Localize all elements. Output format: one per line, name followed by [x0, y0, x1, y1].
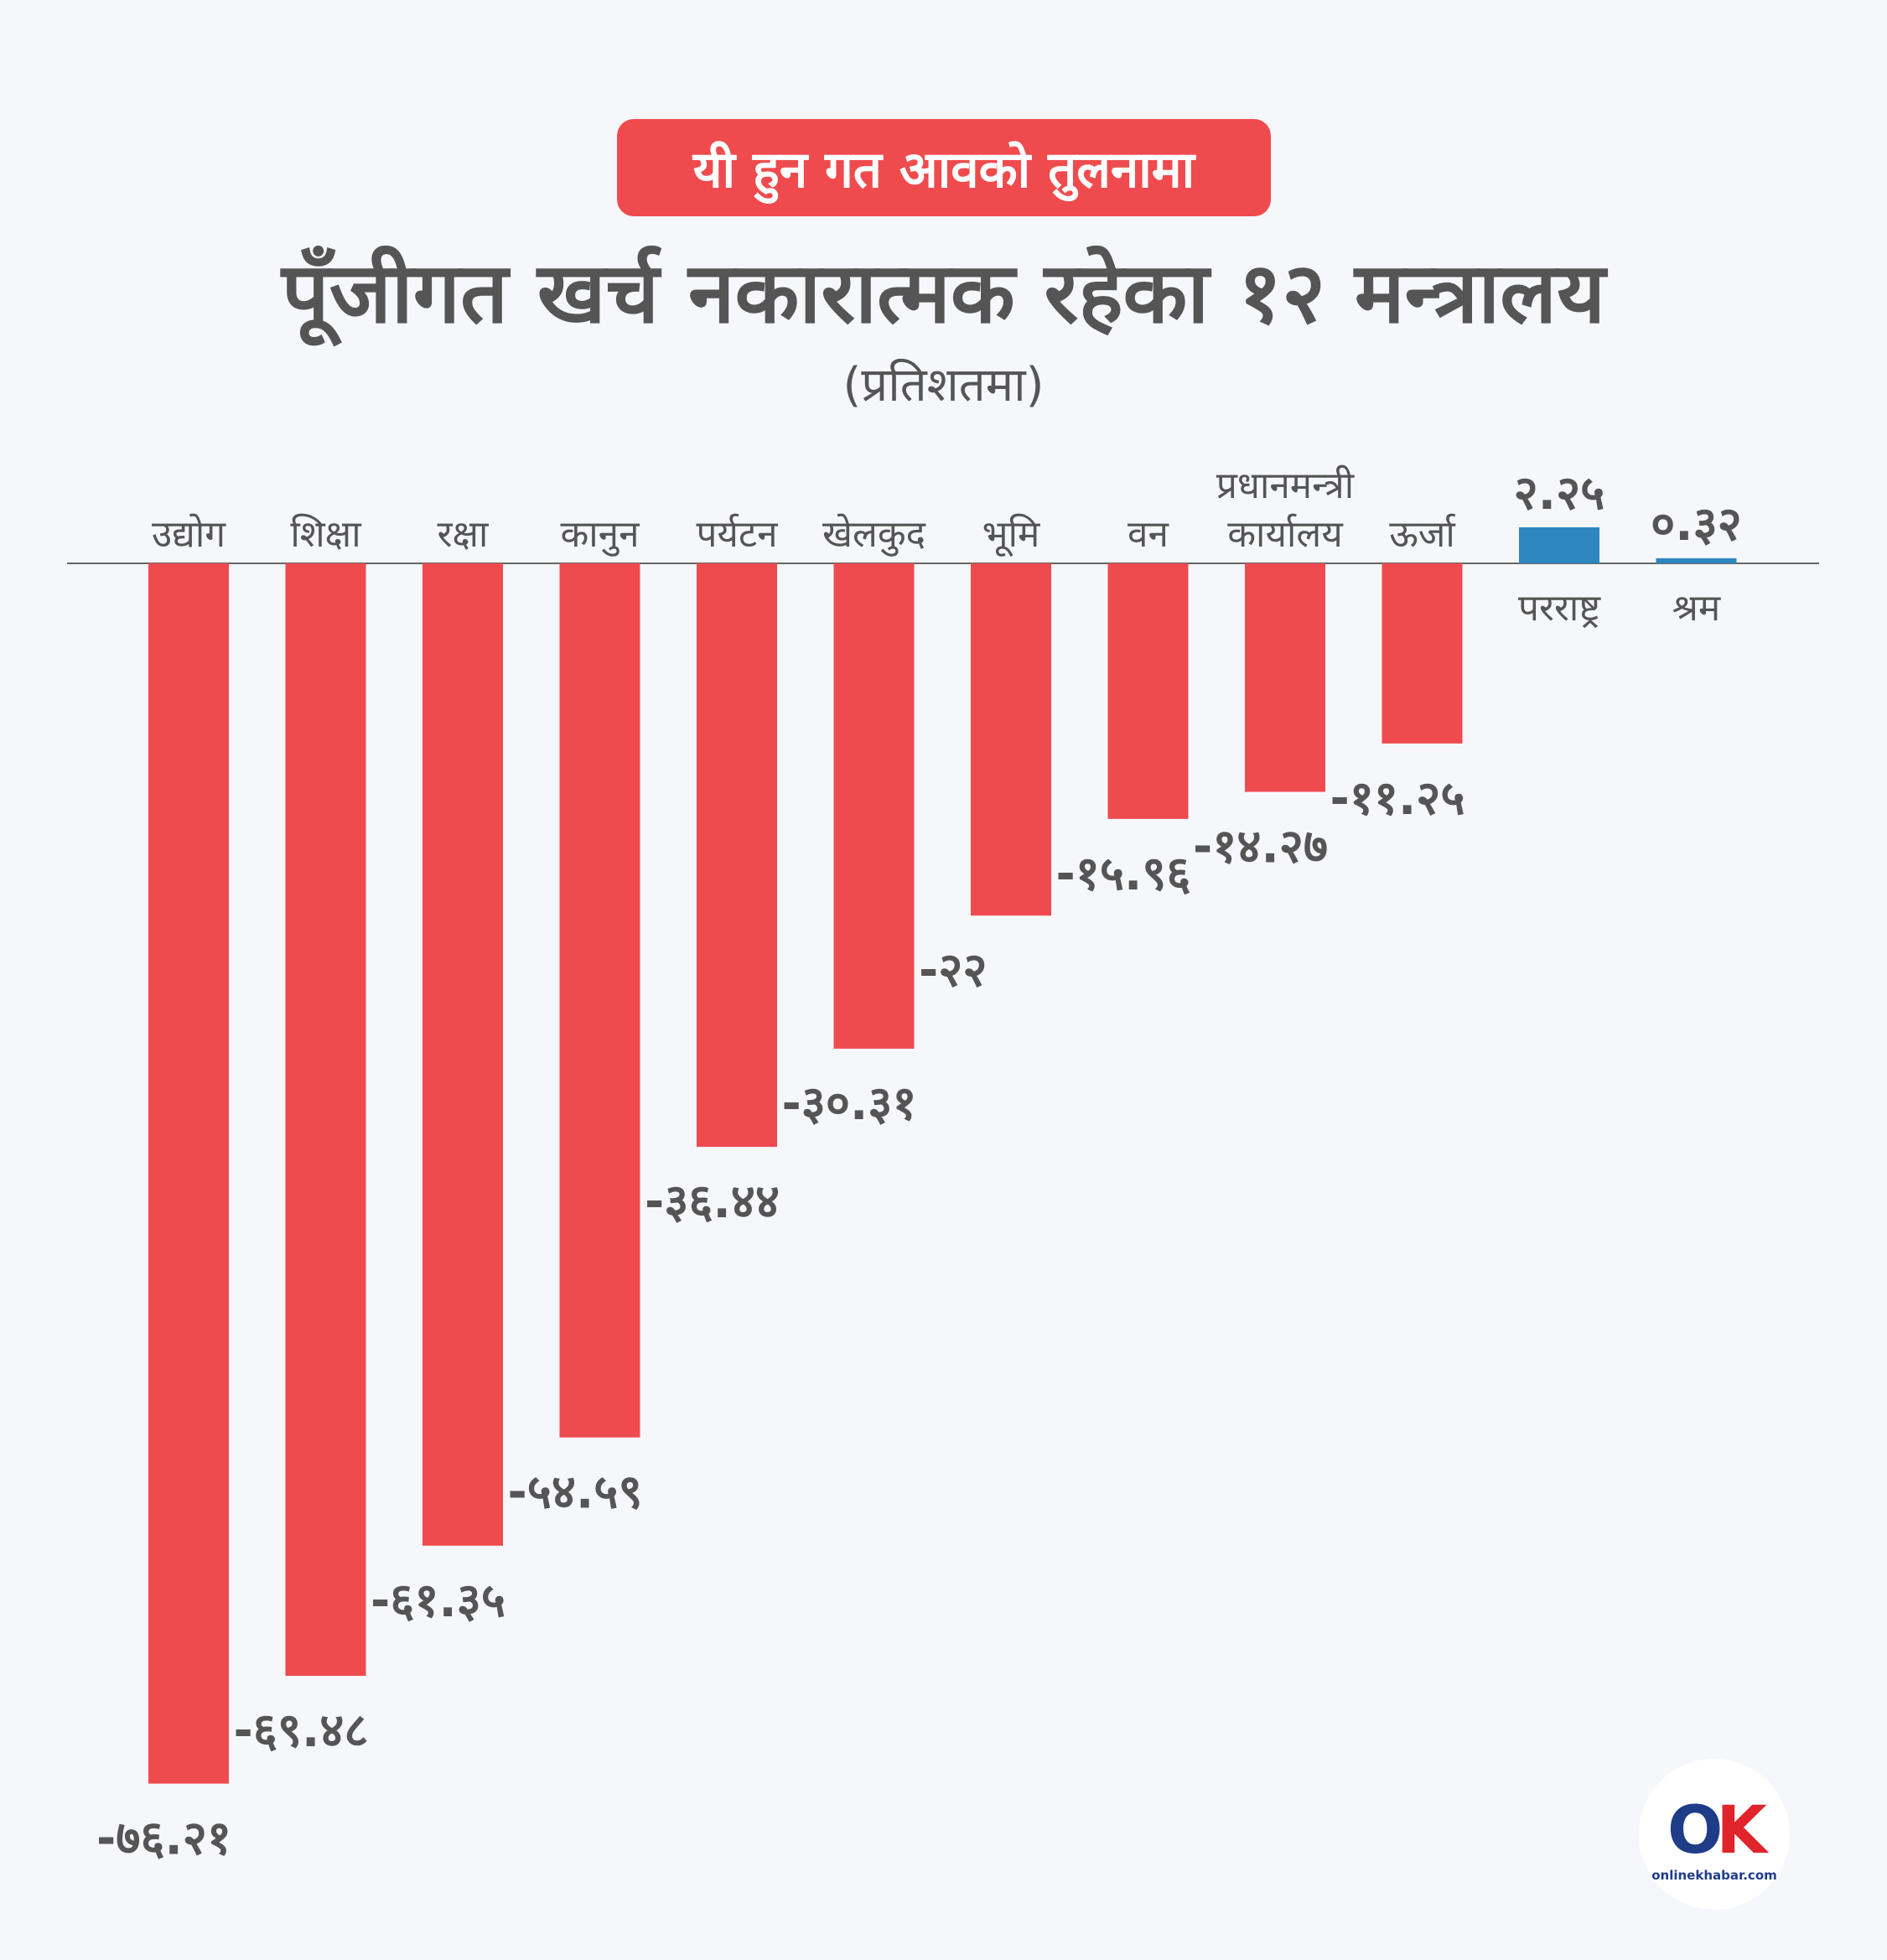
- category-label-9-line-1: प्रधानमन्त्री: [1216, 464, 1356, 507]
- value-label-8: -१५.९६: [1056, 847, 1191, 901]
- value-label-9: -१४.२७: [1193, 820, 1328, 874]
- value-label-2: -६९.४८: [234, 1703, 369, 1758]
- ok-logo-icon: OK: [1667, 1793, 1767, 1869]
- category-label-4: कानुन: [560, 513, 640, 557]
- bar-8: [1107, 563, 1189, 819]
- category-label-9-line-2: कार्यालय: [1227, 513, 1344, 556]
- category-label-11: परराष्ट्र: [1518, 587, 1601, 630]
- category-label-2: शिक्षा: [290, 513, 362, 556]
- value-label-10: -११.२५: [1330, 771, 1465, 826]
- category-label-8: वन: [1128, 513, 1169, 556]
- bar-6: [833, 563, 915, 1049]
- value-label-1: -७६.२१: [96, 1812, 231, 1866]
- value-label-7: -२२: [919, 943, 987, 998]
- value-label-3: -६१.३५: [371, 1574, 505, 1628]
- value-label-6: -३०.३१: [782, 1076, 917, 1131]
- bar-7: [971, 563, 1051, 916]
- category-label-6: खेलकुद: [822, 513, 926, 557]
- value-label-4: -५४.५९: [508, 1465, 643, 1520]
- bar-3: [423, 563, 503, 1546]
- category-label-5: पर्यटन: [696, 513, 779, 556]
- category-label-3: रक्षा: [438, 513, 490, 556]
- bar-9: [1245, 563, 1325, 792]
- bar-5: [697, 563, 777, 1148]
- category-label-12: श्रम: [1672, 587, 1721, 630]
- category-label-10: ऊर्जा: [1389, 513, 1456, 556]
- value-label-12: ०.३२: [1651, 497, 1742, 552]
- bar-4: [559, 563, 640, 1438]
- logo-text: onlinekhabar.com: [1651, 1868, 1777, 1883]
- bar-10: [1382, 563, 1463, 744]
- onlinekhabar-logo: OK onlinekhabar.com: [1639, 1759, 1790, 1910]
- bar-2: [285, 563, 366, 1677]
- chart-title: पूँजीगत खर्च नकारात्मक रहेका १२ मन्त्राल…: [281, 244, 1606, 342]
- bar-11: [1519, 527, 1599, 563]
- header-badge: यी हुन गत आवको तुलनामा: [617, 119, 1271, 216]
- value-label-5: -३६.४४: [645, 1174, 780, 1229]
- bar-12: [1656, 557, 1737, 563]
- category-label-7: भूमि: [982, 513, 1040, 557]
- bar-1: [148, 563, 229, 1784]
- category-label-1: उद्योग: [152, 513, 226, 556]
- chart-subtitle: (प्रतिशतमा): [842, 358, 1045, 412]
- value-label-11: २.२५: [1514, 466, 1605, 521]
